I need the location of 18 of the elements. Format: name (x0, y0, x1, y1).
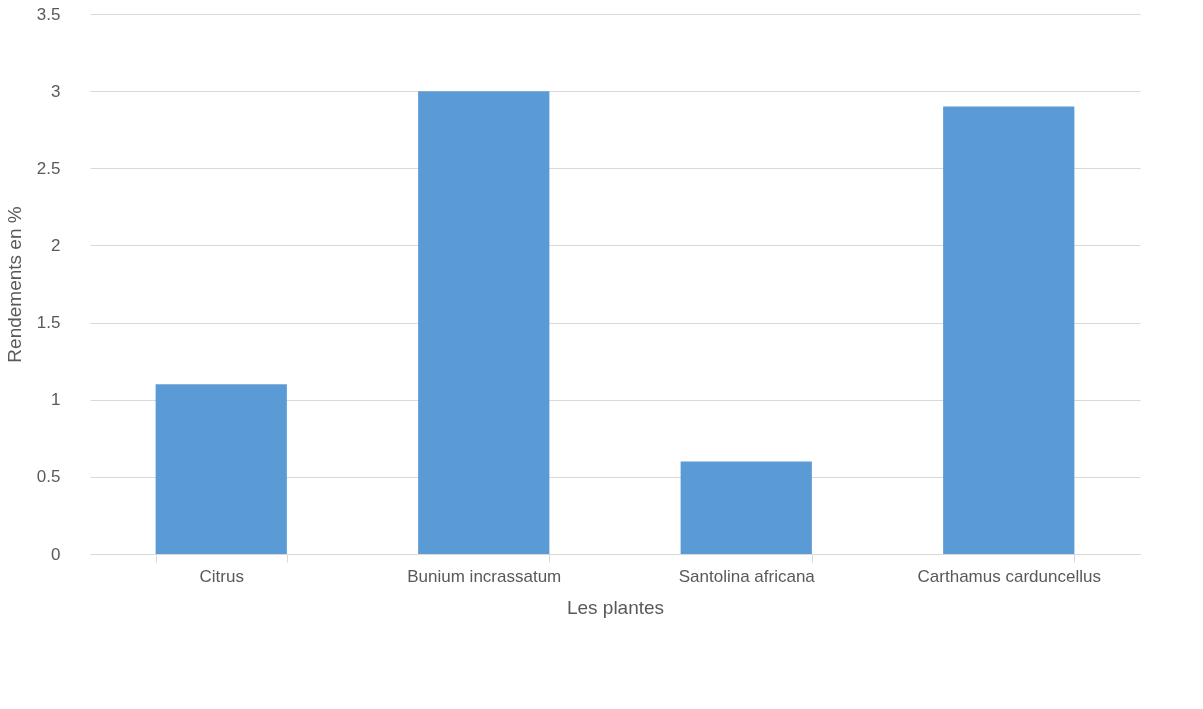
y-tick-label: 3.5 (36, 4, 61, 24)
x-axis-title: Les plantes (566, 596, 665, 618)
x-tick-label: Citrus (199, 566, 244, 586)
y-axis-title: Rendements en % (3, 206, 25, 363)
y-tick-label: 2 (51, 235, 61, 255)
x-tick-label: Santolina africana (678, 566, 816, 586)
y-tick-label: 3 (51, 81, 61, 101)
bar (680, 461, 812, 554)
y-tick-label: 1 (51, 390, 61, 410)
y-tick-label: 1.5 (36, 313, 61, 333)
bar (943, 106, 1075, 554)
y-tick-label: 0.5 (36, 467, 61, 487)
y-tick-label: 2.5 (36, 158, 61, 178)
x-tick-label: Bunium incrassatum (407, 566, 562, 586)
bar (155, 384, 287, 554)
bar (418, 91, 550, 554)
y-tick-label: 0 (51, 544, 61, 564)
x-tick-label: Carthamus carduncellus (917, 566, 1101, 586)
